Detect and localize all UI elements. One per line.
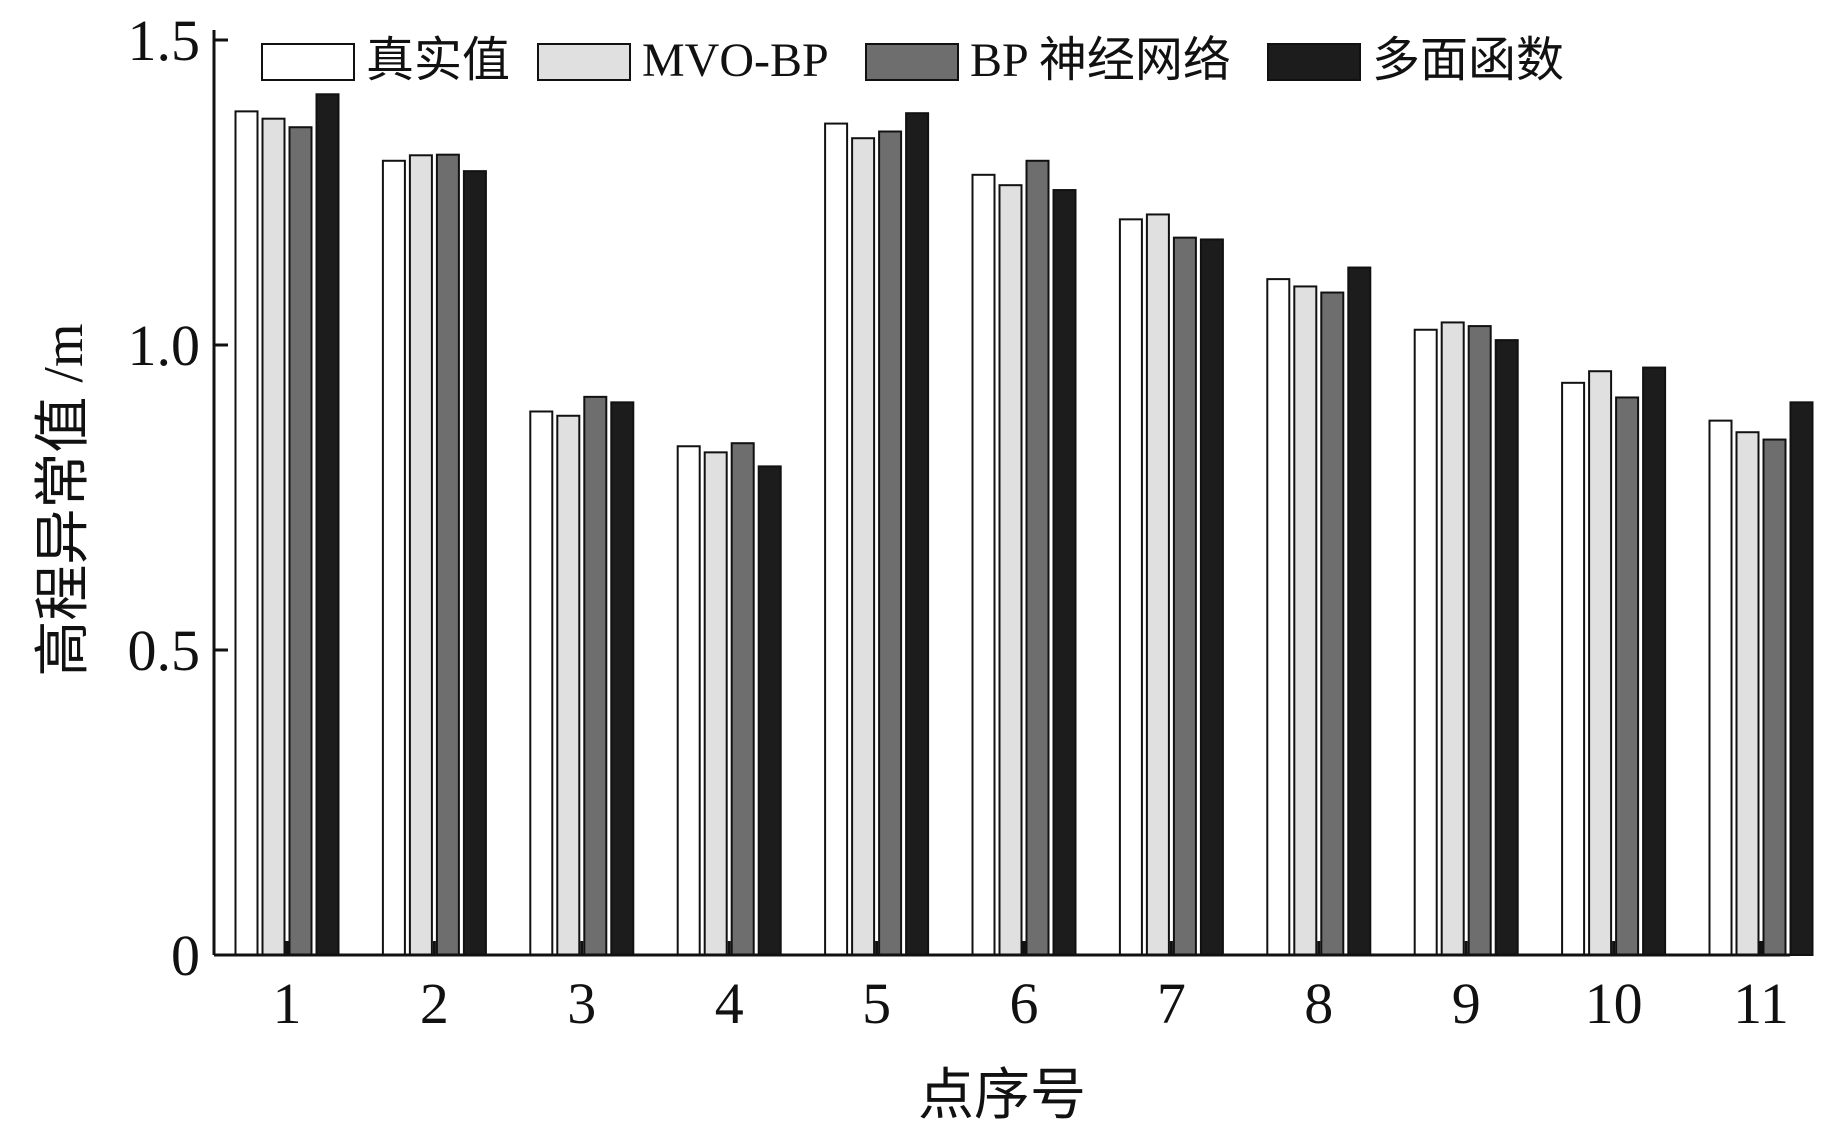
bar-2-point-4 (703, 451, 728, 956)
bar-3-point-10 (1615, 396, 1640, 956)
y-tick-label: 1.5 (128, 8, 201, 73)
bar-1-point-8 (1266, 278, 1291, 956)
legend-label-1: 真实值 (366, 34, 510, 87)
x-tick-label: 9 (1452, 971, 1481, 1036)
bar-1-point-6 (971, 173, 996, 956)
y-tick-label: 0 (171, 923, 200, 988)
bar-1-point-11 (1708, 419, 1733, 956)
x-tick-label: 2 (420, 971, 449, 1036)
x-tick-label: 7 (1157, 971, 1186, 1036)
y-axis-label: 高程异常值 /m (33, 323, 95, 676)
legend-swatch-2 (537, 43, 631, 81)
legend-swatch-4 (1267, 43, 1361, 81)
bar-4-point-8 (1347, 266, 1372, 956)
bar-3-point-1 (288, 126, 313, 957)
legend-swatch-1 (261, 43, 355, 81)
bar-3-point-9 (1467, 325, 1492, 956)
bar-1-point-3 (529, 410, 554, 956)
bar-2-point-3 (556, 414, 581, 956)
bar-1-point-4 (676, 445, 701, 956)
bar-2-point-9 (1440, 321, 1465, 956)
bar-3-point-3 (583, 395, 608, 957)
x-tick-label: 11 (1733, 971, 1789, 1036)
bar-3-point-8 (1320, 291, 1345, 957)
bar-4-point-7 (1199, 238, 1224, 957)
x-tick-label: 10 (1585, 971, 1643, 1036)
bar-4-point-3 (610, 401, 635, 956)
legend-label-3: BP 神经网络 (970, 34, 1231, 87)
bar-3-point-6 (1025, 159, 1050, 956)
bar-4-point-11 (1789, 401, 1814, 956)
x-axis-label: 点序号 (918, 1065, 1086, 1127)
bar-1-point-9 (1413, 328, 1438, 956)
bar-4-point-9 (1494, 339, 1519, 956)
x-tick-label: 5 (862, 971, 891, 1036)
bar-2-point-11 (1735, 431, 1760, 957)
bar-4-point-1 (315, 93, 340, 957)
bar-2-point-5 (851, 137, 876, 956)
y-tick-label: 0.5 (128, 618, 201, 683)
axes-layer: 0 0.5 1.0 1.5 1 2 3 4 5 6 7 8 9 10 11 (128, 8, 1790, 1036)
bar-3-point-7 (1172, 236, 1197, 956)
bar-4-point-2 (462, 170, 487, 956)
bar-1-point-7 (1118, 218, 1143, 956)
legend-label-2: MVO-BP (642, 34, 829, 87)
legend-label-4: 多面函数 (1372, 34, 1564, 87)
legend: 真实值 MVO-BP BP 神经网络 多面函数 (261, 34, 1564, 87)
bar-4-point-5 (905, 112, 930, 956)
bar-2-point-6 (998, 184, 1023, 956)
bar-1-point-10 (1561, 381, 1586, 956)
x-tick-label: 8 (1304, 971, 1333, 1036)
bar-2-point-8 (1293, 285, 1318, 956)
bar-3-point-11 (1762, 438, 1787, 956)
bar-4-point-6 (1052, 189, 1077, 956)
bar-3-point-2 (435, 153, 460, 956)
bar-1-point-5 (824, 122, 849, 956)
y-tick-label: 1.0 (128, 313, 201, 378)
bar-1-point-1 (234, 110, 259, 957)
bar-1-point-2 (381, 159, 406, 956)
bar-2-point-2 (408, 154, 433, 957)
x-tick-label: 4 (715, 971, 744, 1036)
x-tick-label: 1 (273, 971, 302, 1036)
bar-2-point-7 (1145, 213, 1170, 956)
bar-2-point-1 (261, 117, 286, 956)
bar-4-point-10 (1642, 366, 1667, 956)
x-tick-label: 6 (1010, 971, 1039, 1036)
bar-4-point-4 (757, 465, 782, 956)
bar-2-point-10 (1588, 370, 1613, 957)
bar-3-point-4 (730, 442, 755, 956)
legend-swatch-3 (865, 43, 959, 81)
x-tick-label: 3 (567, 971, 596, 1036)
bars-layer (234, 93, 1814, 957)
bar-3-point-5 (878, 130, 903, 956)
